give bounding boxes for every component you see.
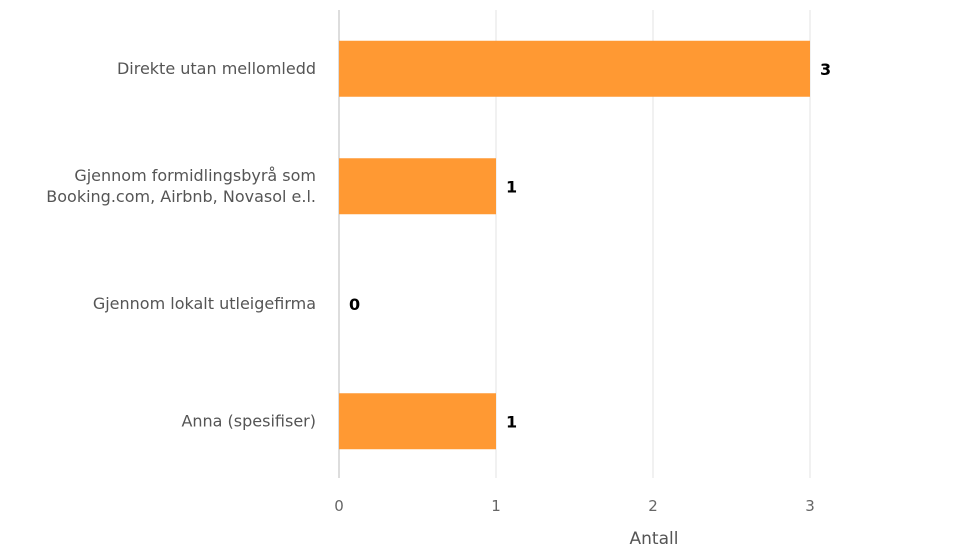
x-tick-label: 0 xyxy=(334,497,344,515)
data-label: 1 xyxy=(506,177,517,196)
category-label: Direkte utan mellomledd xyxy=(117,59,316,78)
data-label: 1 xyxy=(506,412,517,431)
bar xyxy=(339,158,496,215)
bar xyxy=(339,40,810,97)
category-label: Anna (spesifiser) xyxy=(181,411,316,430)
category-label: Gjennom lokalt utleigefirma xyxy=(93,294,316,313)
x-tick-label: 2 xyxy=(648,497,658,515)
x-tick-label: 3 xyxy=(805,497,815,515)
data-label: 0 xyxy=(349,295,360,314)
data-label: 3 xyxy=(820,60,831,79)
category-label: Booking.com, Airbnb, Novasol e.l. xyxy=(46,187,316,206)
x-tick-label: 1 xyxy=(491,497,501,515)
category-label: Gjennom formidlingsbyrå som xyxy=(74,166,316,185)
bar xyxy=(339,393,496,450)
bars xyxy=(339,40,810,450)
x-axis-title: Antall xyxy=(630,529,679,547)
x-tick-labels: 01234 xyxy=(334,497,815,515)
category-labels: Direkte utan mellomledd Gjennom formidlin… xyxy=(46,59,316,431)
data-labels: 3 1 0 1 xyxy=(349,60,831,432)
